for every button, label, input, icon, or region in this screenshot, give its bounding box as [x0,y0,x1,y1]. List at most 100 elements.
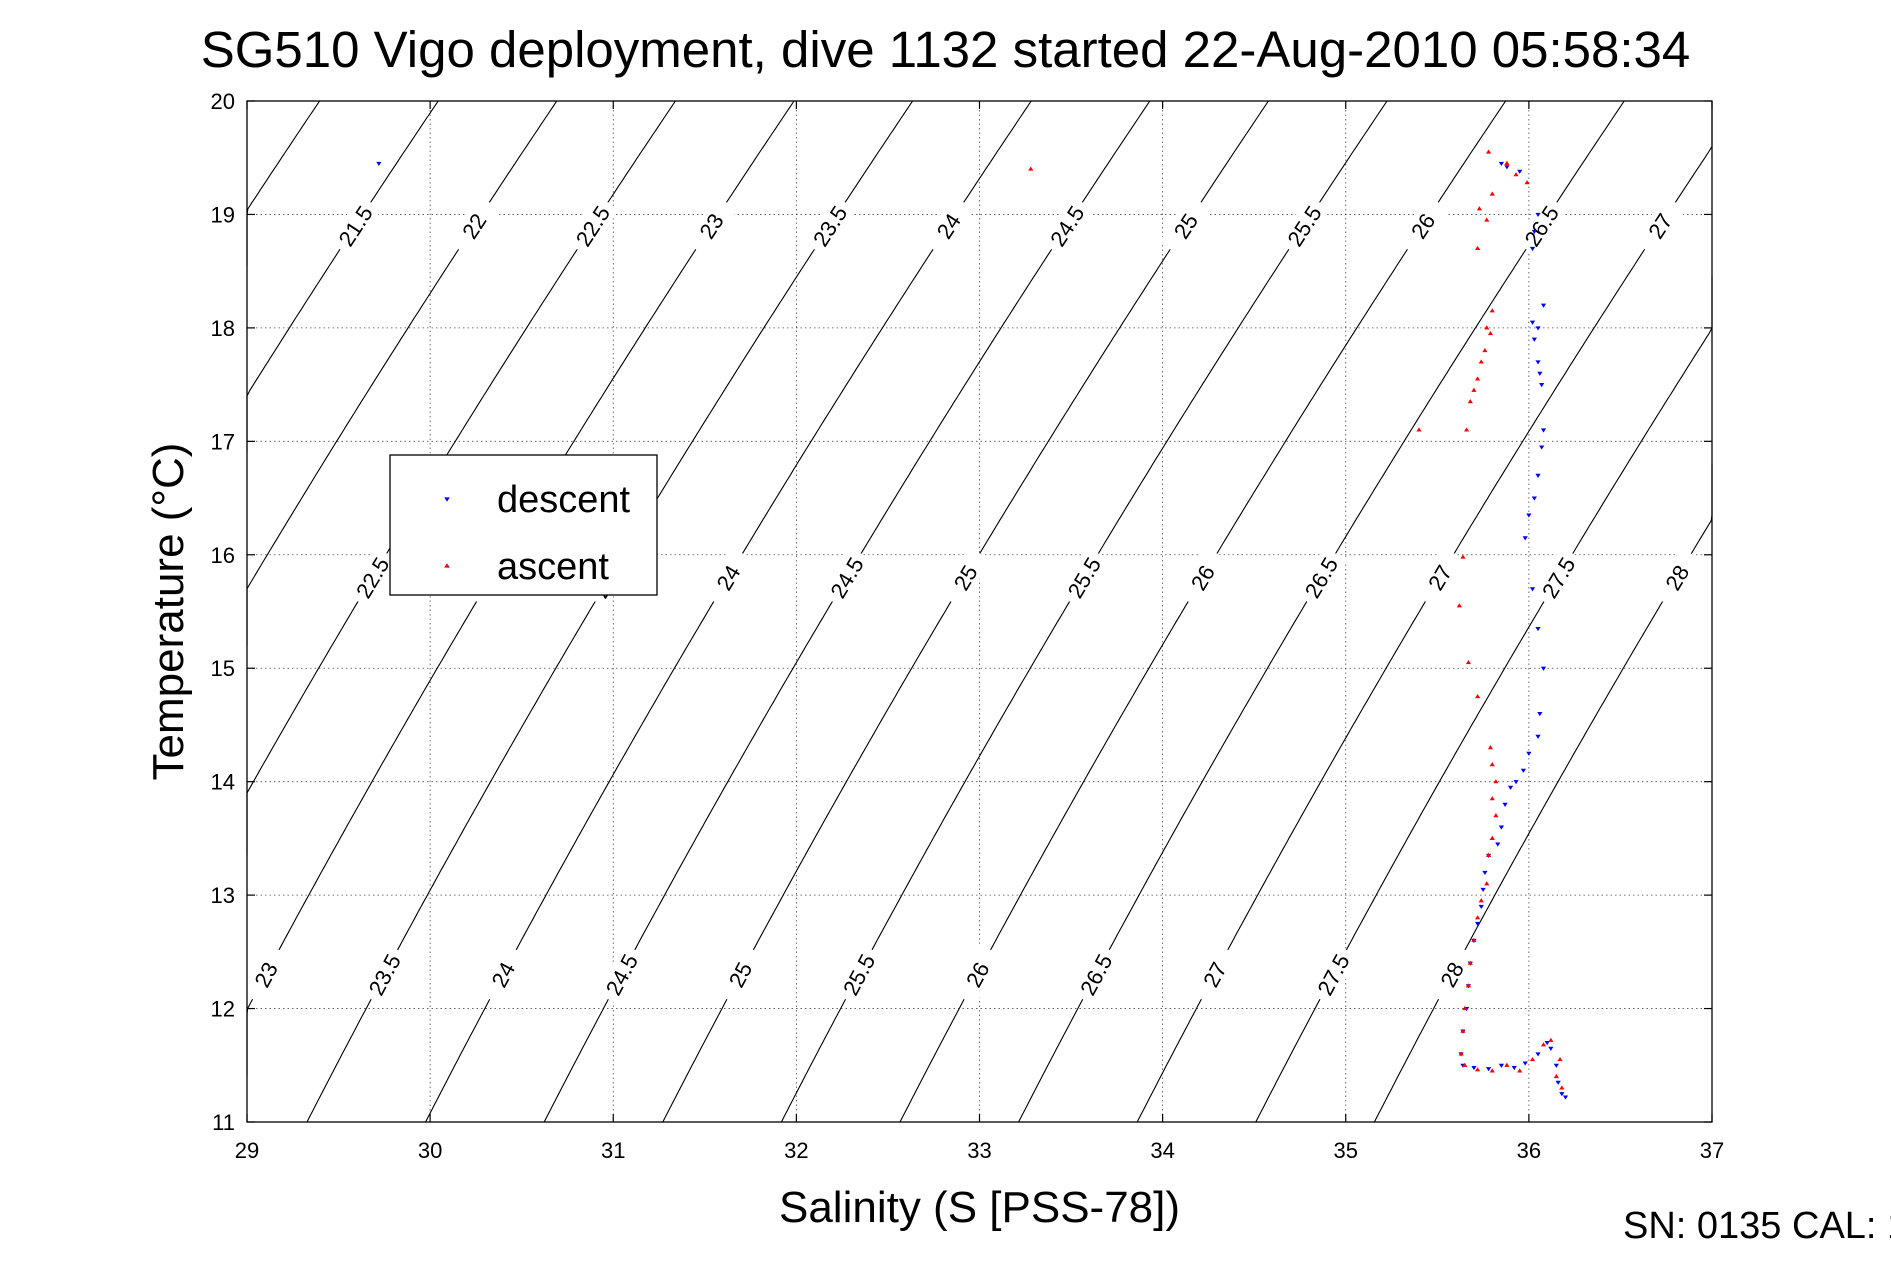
y-axis-label: Temperature (°C) [144,443,193,781]
y-tick-label: 20 [211,89,235,114]
ascent-point [1489,1068,1495,1073]
legend: descent ascent [389,454,658,596]
descent-point [1522,1061,1528,1066]
descent-point [1559,1092,1565,1097]
descent-point [1498,825,1505,830]
x-tick-label: 31 [601,1138,625,1163]
descent-point [1507,785,1514,790]
ascent-point [1489,191,1495,196]
descent-point [1535,360,1541,365]
contour-label-bg [1396,195,1450,257]
descent-point [1531,229,1537,235]
contour-label-bg [1189,943,1240,1006]
contour-label-bg [952,943,1003,1006]
ascent-point [1485,149,1492,154]
descent-point [1498,161,1505,166]
descent-point [1485,1067,1492,1072]
legend-marker-ascent [444,563,450,568]
ascent-point [1475,1067,1481,1072]
ascent-point [1478,898,1484,903]
ascent-point [1467,399,1473,404]
descent-point [1504,165,1510,170]
ascent-point [1471,937,1477,943]
y-axis-ticks: 11 12 13 14 15 16 17 18 19 20 [211,89,1712,1135]
descent-point [1502,802,1508,807]
contour-label-bg [1295,546,1347,609]
calibration-footer: SN: 0135 CAL: 10/1 [1623,1205,1891,1247]
contour-label-bg [346,546,398,609]
x-tick-label: 29 [235,1138,259,1163]
ascent-point [1529,1057,1536,1062]
ascent-point [1540,1042,1547,1047]
ascent-point [1475,245,1481,251]
y-tick-label: 19 [211,202,235,227]
ascent-point [1484,217,1490,222]
ascent-point [1476,206,1483,211]
contour-label-bg [240,943,291,1006]
ascent-point [1458,1051,1464,1056]
descent-point [1520,768,1526,773]
descent-point [1562,1095,1569,1100]
descent-point [1535,1052,1541,1057]
descent-point [1537,371,1543,376]
ascent-point [1460,554,1466,559]
contour-label-bg [1651,546,1703,609]
contour-label-bg [715,943,765,1006]
descent-point [1537,712,1543,717]
y-tick-label: 16 [211,543,235,568]
ascent-point [1464,427,1470,432]
contour-label-bg [566,195,619,257]
x-axis-ticks: 29 30 31 32 33 34 35 36 37 [235,101,1724,1163]
ascent-point [1456,603,1462,608]
contour-label-bg [1633,195,1687,257]
contour-label-bg [1532,546,1584,609]
descent-point [1535,326,1541,331]
ascent-point [1484,325,1490,330]
ascent-point [1485,852,1492,857]
contour-label-bg [702,546,754,609]
descent-point [1529,246,1536,252]
ascent-point [1553,1074,1559,1079]
ascent-point [1462,1062,1468,1067]
descent-point [1539,445,1545,450]
y-tick-label: 11 [212,1110,235,1135]
ascent-point [1475,915,1481,920]
ascent-point [1524,180,1530,185]
ascent-point [1471,387,1477,392]
ascent-point [1465,659,1472,665]
descent-point [1535,212,1541,218]
ascent-point [1475,693,1481,699]
contour-label-bg [922,195,975,257]
chart-title: SG510 Vigo deployment, dive 1132 started… [200,21,1691,78]
contour-label-bg [1414,546,1466,609]
descent-point [1475,921,1481,927]
descent-point [1531,496,1537,501]
ascent-point [1493,779,1499,784]
ascent-point [1482,347,1488,353]
contour-label-bg [329,195,382,257]
ascent-point [1493,813,1499,818]
ascent-point [1489,308,1495,313]
contour-label-bg [1071,943,1121,1006]
descent-point [1482,870,1488,876]
ascent-point [1548,1037,1554,1042]
descent-point [1471,1065,1477,1071]
descent-point [1539,383,1545,388]
descent-point [1480,887,1486,893]
y-tick-label: 13 [211,883,235,908]
density-contour-line [246,100,321,266]
legend-marker-descent [444,497,450,502]
density-contour-line [246,100,439,453]
descent-point [1540,303,1547,308]
contour-label-bg [359,943,410,1006]
contour-label-bg [1277,195,1331,257]
descent-point [1555,1080,1561,1085]
ascent-point [1504,160,1510,165]
descent-point [1540,666,1547,671]
descent-point [1522,536,1528,541]
ascent-point [1517,1068,1523,1073]
ascent-point [1484,881,1490,886]
x-tick-label: 33 [967,1138,991,1163]
ascent-point [1504,1062,1510,1067]
